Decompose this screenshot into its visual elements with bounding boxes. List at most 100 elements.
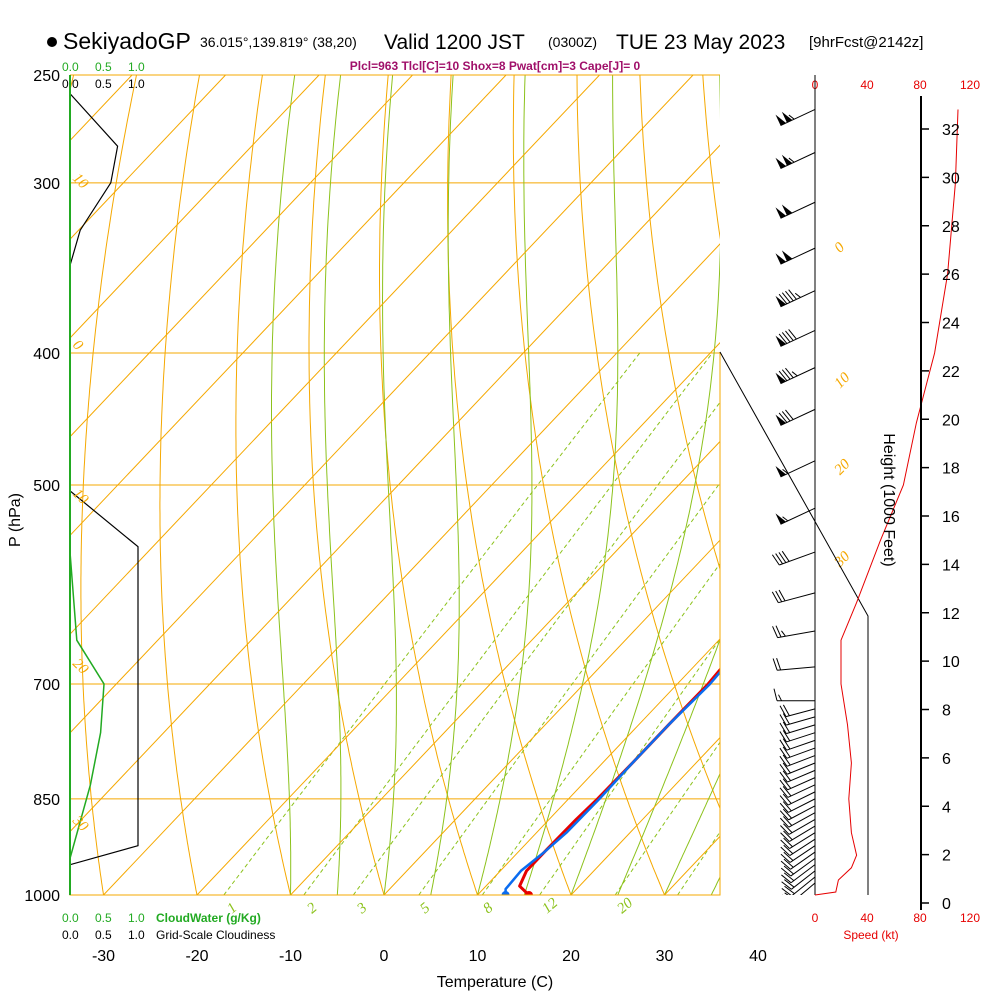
svg-text:0.0: 0.0 [62, 60, 79, 74]
pressure-tick-labels: 250 300 400 500 700 850 1000 [24, 68, 60, 905]
wind-barb-staff [790, 857, 816, 877]
wind-barb-tick [778, 412, 788, 423]
wind-barbs [771, 109, 816, 702]
station-name: SekiyadoGP [63, 28, 191, 54]
wind-barb-tick [791, 371, 798, 377]
mixing-ratio-label: 8 [480, 900, 496, 917]
wind-speed-profile [814, 109, 959, 896]
moist-adiabat [570, 75, 720, 895]
wind-barb-flag [775, 207, 786, 219]
wind-barb-staff [788, 818, 816, 835]
wind-barb-tick [779, 722, 787, 734]
svg-text:1.0: 1.0 [128, 911, 145, 925]
height-tick-label: 24 [942, 316, 960, 333]
cloudwater-scale-bottom: 0.0 0.5 1.0 CloudWater (g/Kg) 0.0 0.5 1.… [62, 911, 275, 942]
mixing-ratio-lines [223, 352, 720, 895]
moist-adiabat [477, 75, 533, 895]
mixing-ratio-line [352, 401, 720, 895]
wind-barb-staff [786, 739, 816, 751]
wind-barb-tick [784, 885, 795, 895]
wind-barb-staff [790, 864, 816, 884]
temperature-tick-10: 10 [469, 948, 487, 965]
wind-barb-tick [778, 293, 788, 305]
wind-barb [780, 838, 816, 856]
wind-barb-tick [785, 330, 794, 341]
svg-text:80: 80 [913, 78, 927, 92]
wind-barb-staff [786, 724, 816, 735]
wind-barb-staff [787, 777, 816, 791]
pressure-tick-300: 300 [33, 176, 60, 193]
svg-text:120: 120 [960, 911, 980, 925]
skewt-plot-area [70, 75, 720, 895]
dry-adiabats [70, 75, 720, 895]
wind-barb-flag [775, 157, 786, 169]
dry-adiabat [447, 75, 572, 895]
wind-barb-tick [780, 860, 791, 870]
wind-barb-staff [789, 825, 816, 842]
svg-text:0: 0 [812, 911, 819, 925]
wind-barb [775, 460, 816, 478]
wind-barb [771, 550, 816, 566]
mixing-ratio-line [481, 562, 720, 895]
temperature-tick--10: -10 [279, 948, 302, 965]
height-tick-label: 10 [942, 654, 960, 671]
wind-barb [781, 876, 816, 895]
temperature-tick--20: -20 [185, 948, 208, 965]
isotherm-line [70, 75, 694, 734]
temperature-tick--30: -30 [92, 948, 115, 965]
wind-barb-tick [778, 333, 788, 344]
wind-barb-staff [787, 784, 816, 798]
height-tick-label: 8 [942, 703, 951, 720]
cloudwater-profile [70, 75, 105, 859]
wind-barb-tick [783, 837, 793, 848]
isotherm-line [570, 736, 720, 895]
speed-scale-bottom: 0 40 80 120 Speed (kt) [812, 911, 981, 942]
mixing-ratio-label: 20 [614, 895, 636, 917]
wind-barb-tick [794, 292, 801, 298]
wind-barb-tick [779, 771, 788, 783]
wind-barb-tick [784, 892, 789, 895]
wind-barb [779, 798, 816, 813]
wind-barb [780, 857, 816, 877]
wind-barb [779, 730, 816, 743]
dry-adiabat [702, 75, 720, 240]
svg-text:120: 120 [960, 78, 980, 92]
svg-text:1.0: 1.0 [128, 928, 145, 942]
wind-barb-staff [786, 716, 816, 726]
wind-barb-tick [779, 787, 789, 798]
wind-barb-tick [788, 329, 797, 340]
isotherm-line [70, 144, 720, 833]
height-tick-label: 28 [942, 219, 960, 236]
wind-barb-tick [782, 721, 791, 733]
wind-barb [775, 329, 816, 347]
wind-barb-tick [776, 658, 782, 671]
stability-indices: Plcl=963 Tlcl[C]=10 Shox=8 Pwat[cm]=3 Ca… [350, 59, 641, 73]
isotherm-line [70, 75, 226, 240]
isotherm-label: 30 [831, 548, 854, 571]
pressure-tick-700: 700 [33, 677, 60, 694]
svg-text:80: 80 [913, 911, 927, 925]
wind-barb-tick [779, 802, 789, 813]
wind-barb-tick [782, 738, 791, 750]
wind-barb-staff [777, 666, 816, 671]
mixing-ratio-line [223, 352, 641, 895]
isotherm-line [70, 75, 320, 339]
cloudiness-label: Grid-Scale Cloudiness [156, 928, 275, 942]
wind-barb-staff [786, 755, 816, 767]
wind-barb-tick [775, 625, 782, 638]
pressure-tick-400: 400 [33, 346, 60, 363]
moist-adiabat [381, 75, 397, 895]
wind-barb [772, 658, 816, 671]
wind-barb [779, 769, 816, 783]
height-tick-label: 20 [942, 412, 960, 429]
wind-barb-staff [786, 732, 816, 743]
wind-barb-staff [780, 201, 816, 219]
temperature-tick-30: 30 [656, 948, 674, 965]
dry-adiabat [308, 75, 385, 895]
wind-barb-tick [783, 858, 794, 868]
wind-barb-tick [782, 786, 792, 797]
wind-barb-tick [778, 589, 786, 602]
wind-barb [779, 754, 816, 767]
wind-barb-tick [779, 705, 787, 717]
wind-barb-tick [775, 590, 783, 603]
